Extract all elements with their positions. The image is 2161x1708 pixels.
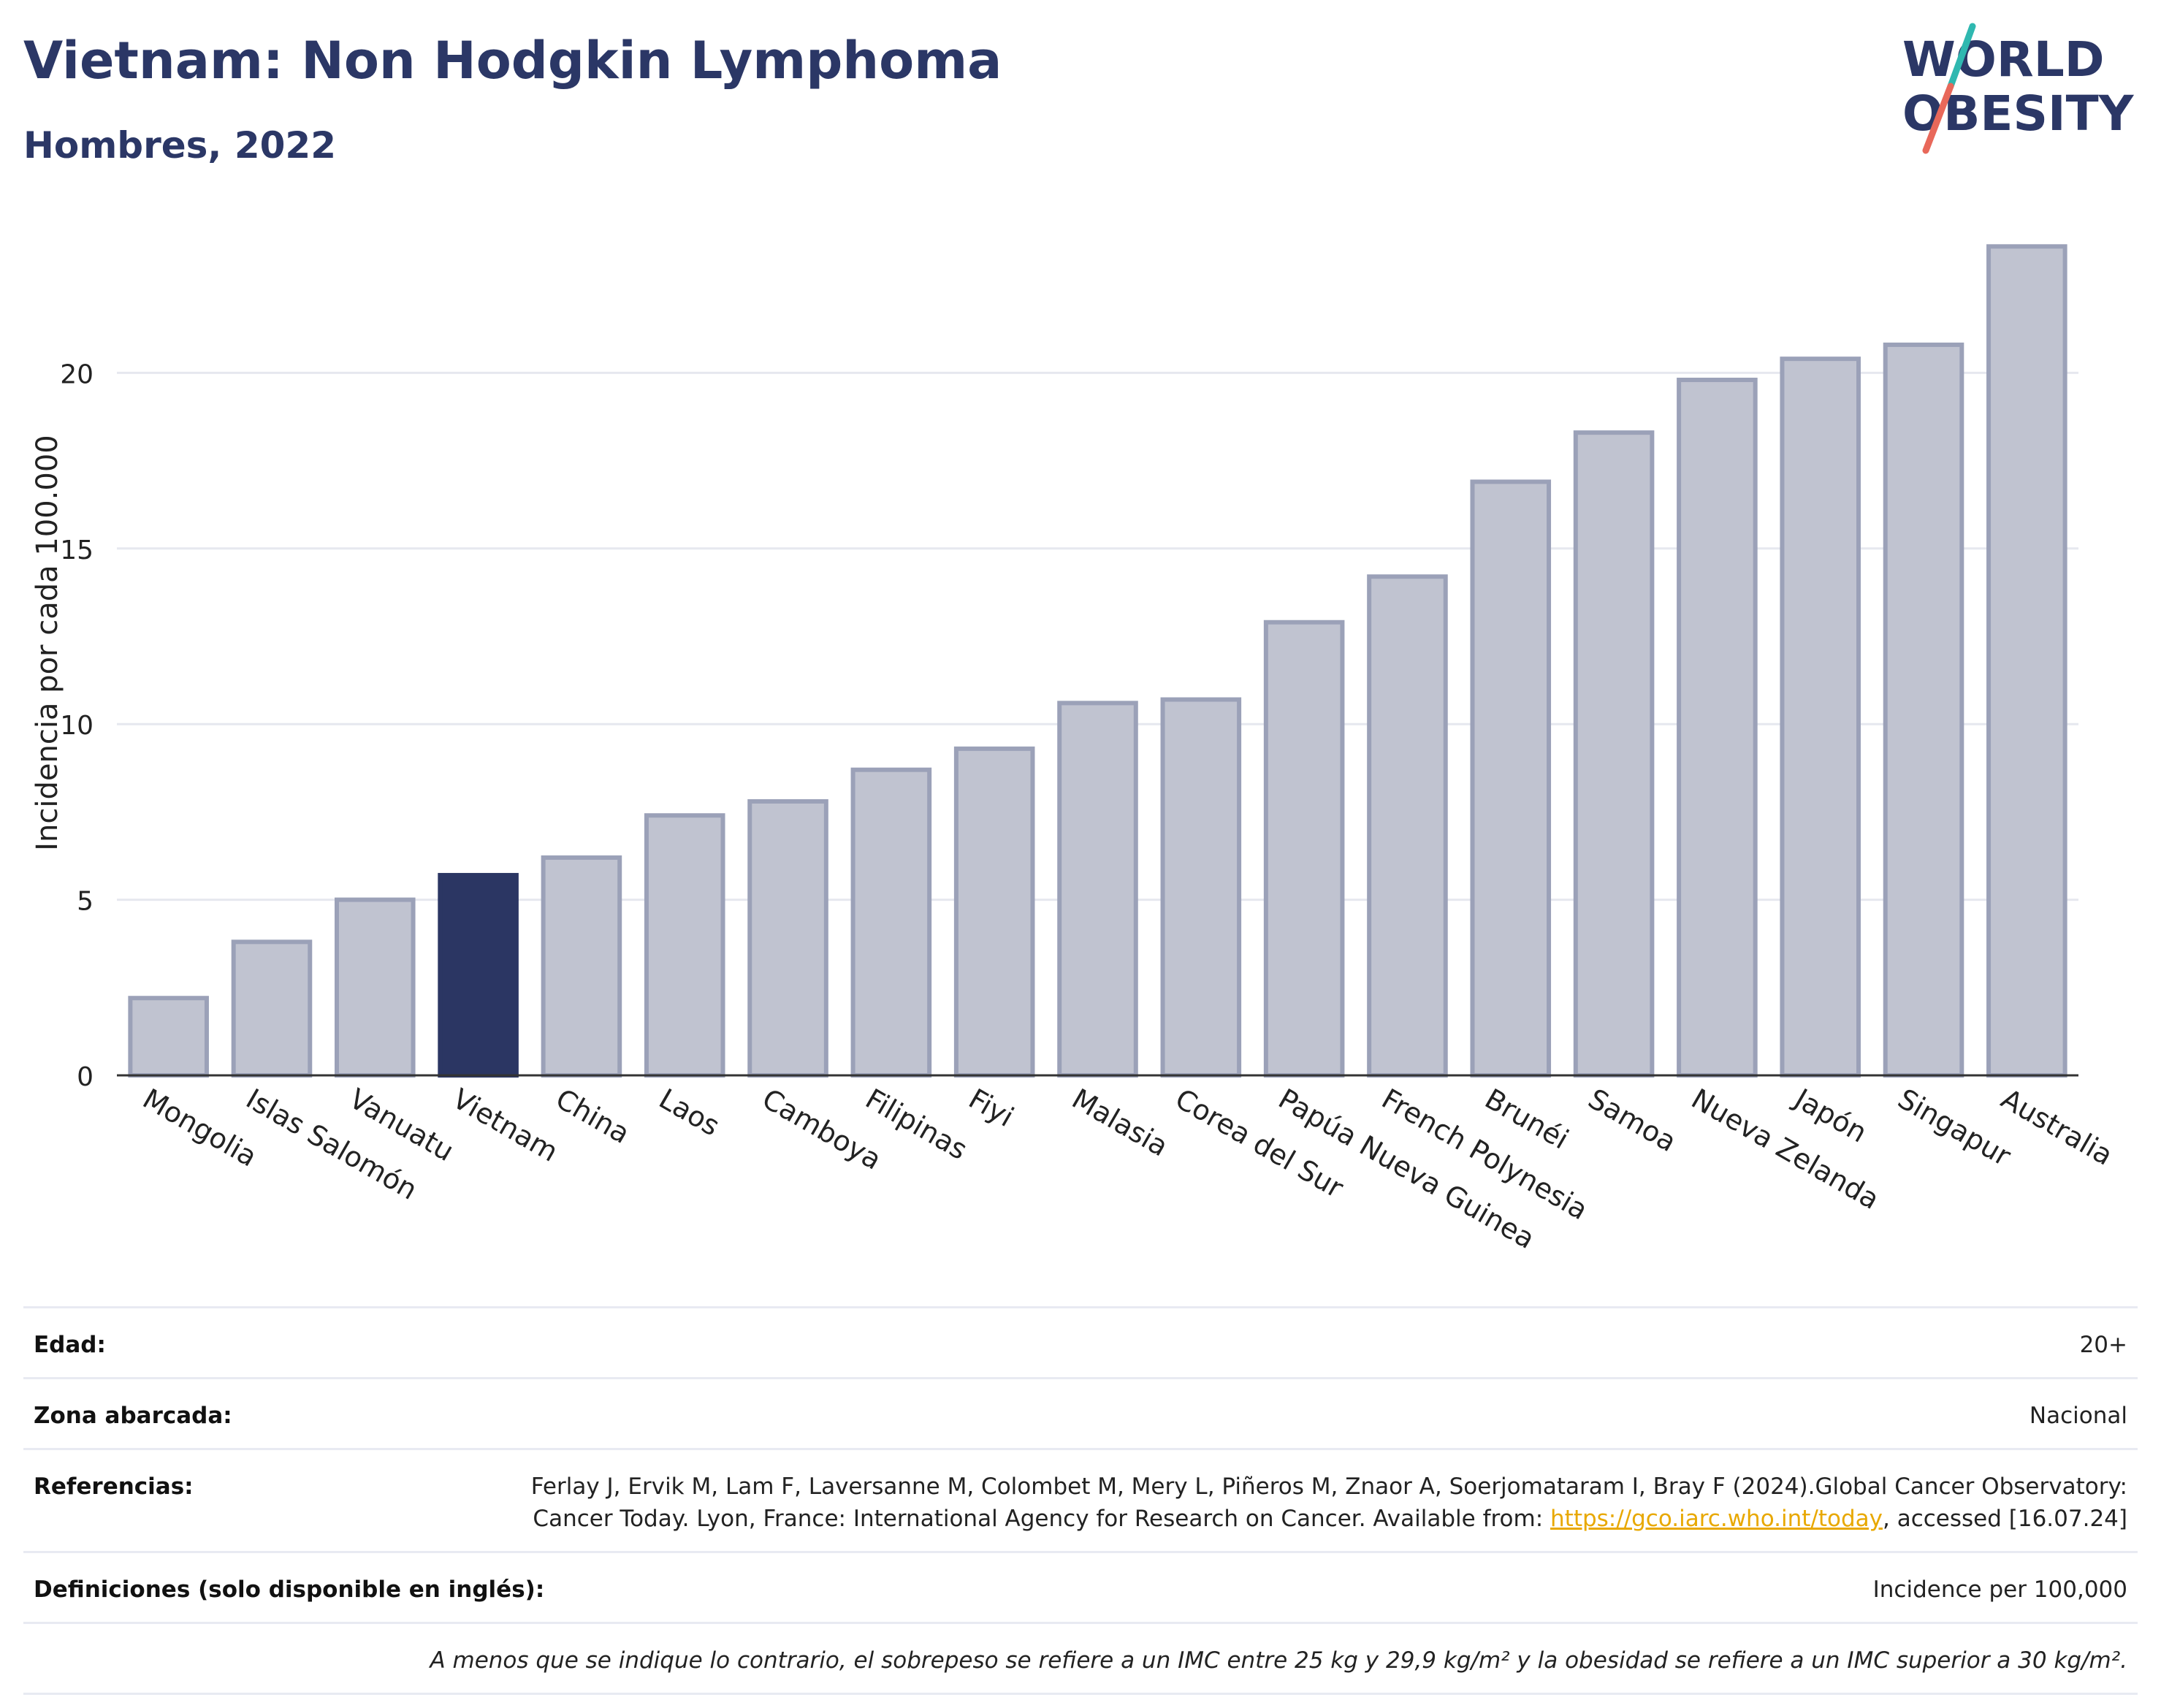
bar-laos [644, 813, 725, 1078]
bar-fiyi [953, 746, 1035, 1078]
y-tick-label: 0 [77, 1062, 94, 1092]
bar-islas-salom-n [231, 939, 313, 1078]
world-obesity-logo: WORLD OBESITY [1902, 23, 2135, 154]
x-tick-label: Vietnam [447, 1083, 563, 1168]
bar-brun-i [1470, 479, 1552, 1078]
logo-slash-teal [1947, 23, 1976, 90]
bar-vanuatu [335, 897, 416, 1078]
logo-slash-red [1922, 83, 1954, 154]
info-value-definitions: Incidence per 100,000 [1872, 1577, 2127, 1603]
info-row-age: Edad: 20+ [23, 1306, 2138, 1377]
bar-samoa [1573, 430, 1655, 1078]
x-tick-label: Samoa [1583, 1083, 1682, 1159]
footnote: A menos que se indique lo contrario, el … [430, 1647, 2127, 1674]
info-value-coverage: Nacional [2029, 1403, 2127, 1429]
bar-singapur [1883, 342, 1964, 1078]
x-tick-label: Malasia [1067, 1083, 1173, 1163]
x-tick-label: Islas Salomón [240, 1083, 422, 1206]
y-tick-label: 10 [60, 711, 94, 741]
info-label-references: Referencias: [34, 1473, 194, 1500]
info-label-age: Edad: [34, 1332, 106, 1358]
info-table: Edad: 20+ Zona abarcada: Nacional Refere… [23, 1306, 2138, 1695]
bar-camboya [747, 798, 828, 1078]
y-tick-label: 20 [60, 359, 94, 389]
logo-text-world: WORLD [1902, 31, 2105, 88]
x-tick-label: Singapur [1893, 1083, 2017, 1173]
bar-layer [128, 244, 2067, 1078]
info-row-references: Referencias: Ferlay J, Ervik M, Lam F, L… [23, 1448, 2138, 1551]
bar-australia [1986, 244, 2067, 1078]
bar-french-polynesia [1367, 574, 1448, 1078]
bar-mongolia [128, 996, 209, 1078]
bar-malasia [1057, 701, 1138, 1078]
x-tick-label: Mongolia [137, 1083, 262, 1173]
page-title: Vietnam: Non Hodgkin Lymphoma [23, 31, 1002, 91]
bar-corea-del-sur [1160, 697, 1242, 1078]
info-label-definitions: Definiciones (solo disponible en inglés)… [34, 1577, 545, 1603]
y-tick-label: 5 [77, 887, 94, 917]
info-row-footnote: A menos que se indique lo contrario, el … [23, 1622, 2138, 1695]
bar-pap-a-nueva-guinea [1263, 619, 1345, 1078]
bar-filipinas [850, 767, 932, 1078]
y-axis-title: Incidencia por cada 100.000 [31, 435, 64, 851]
reference-accessed: , accessed [16.07.24] [1882, 1506, 2127, 1532]
bar-jap-n [1780, 357, 1861, 1078]
info-row-definitions: Definiciones (solo disponible en inglés)… [23, 1551, 2138, 1622]
x-tick-label: Australia [1996, 1083, 2119, 1172]
bar-nueva-zelanda [1677, 378, 1758, 1078]
info-value-references: Ferlay J, Ervik M, Lam F, Laversanne M, … [447, 1471, 2127, 1535]
x-tick-label: Fiyi [964, 1083, 1019, 1133]
reference-link[interactable]: https://gco.iarc.who.int/today [1550, 1506, 1883, 1532]
bar-vietnam [438, 872, 519, 1078]
page-subtitle: Hombres, 2022 [23, 124, 336, 167]
info-label-coverage: Zona abarcada: [34, 1403, 232, 1429]
y-tick-label: 15 [60, 535, 94, 565]
x-tick-label: Laos [654, 1083, 725, 1143]
info-row-coverage: Zona abarcada: Nacional [23, 1377, 2138, 1448]
reference-text: Ferlay J, Ervik M, Lam F, Laversanne M, … [530, 1473, 2127, 1532]
x-tick-label: Nueva Zelanda [1686, 1083, 1885, 1216]
bar-china [541, 855, 622, 1078]
info-value-age: 20+ [2079, 1332, 2127, 1358]
